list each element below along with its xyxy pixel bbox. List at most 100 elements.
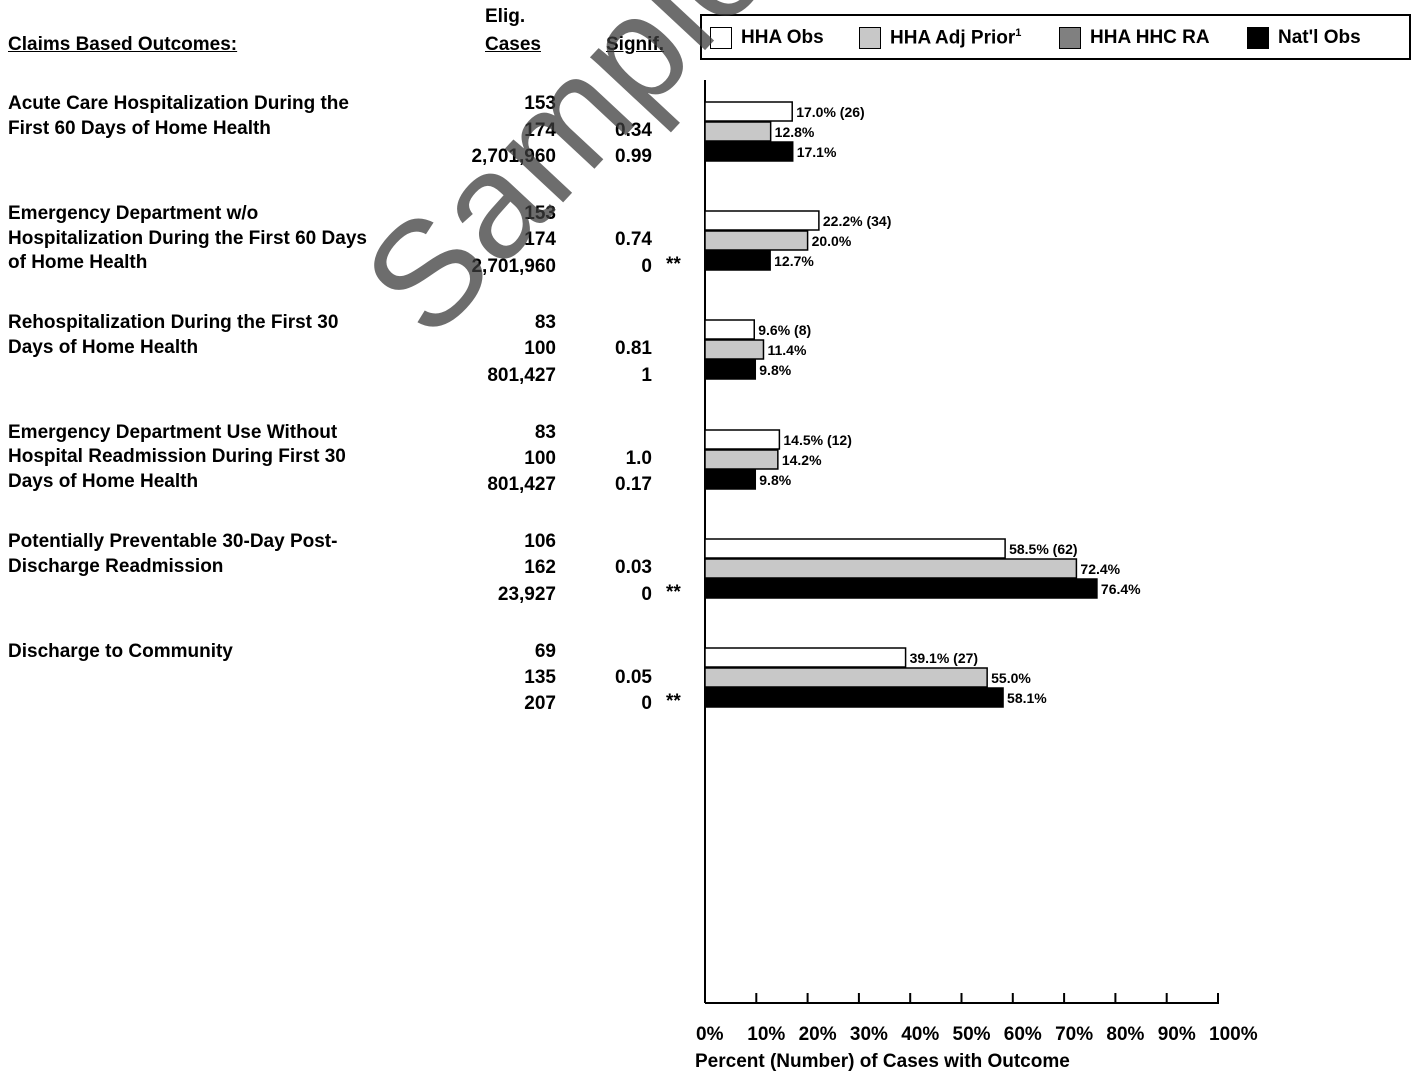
bar <box>704 359 757 380</box>
bar <box>704 230 809 251</box>
significance-stars: ** <box>666 254 681 275</box>
elig-cases-value: 83 <box>534 312 556 333</box>
outcome-name-line: First 60 Days of Home Health <box>8 118 271 139</box>
bar-value-label: 58.1% <box>1007 690 1047 706</box>
bar <box>704 121 772 142</box>
signif-value: 0 <box>641 693 652 714</box>
bar <box>704 339 765 360</box>
x-axis-tick-label: 50% <box>952 1024 991 1045</box>
signif-value: 0.34 <box>615 120 652 141</box>
bar-value-label: 72.4% <box>1080 561 1120 577</box>
elig-cases-value: 100 <box>524 448 556 469</box>
elig-cases-value: 801,427 <box>487 474 556 495</box>
x-axis-tick-label: 0% <box>696 1024 724 1045</box>
signif-value: 0.05 <box>615 667 652 688</box>
chart-legend: HHA Obs HHA Adj Prior1 HHA HHC RA Nat'l … <box>700 14 1411 60</box>
signif-value: 0.17 <box>615 474 652 495</box>
bar <box>704 210 820 231</box>
legend-item-hha-hhc-ra: HHA HHC RA <box>1059 24 1210 52</box>
bar-value-label: 12.7% <box>774 253 814 269</box>
outcome-name-line: of Home Health <box>8 252 148 273</box>
elig-cases-value: 106 <box>524 531 556 552</box>
legend-label-hha-adj-prior: HHA Adj Prior1 <box>890 26 1022 49</box>
bar-value-label: 9.6% (8) <box>758 322 811 338</box>
bar <box>704 319 755 340</box>
elig-cases-value: 2,701,960 <box>471 256 556 277</box>
elig-cases-value: 801,427 <box>487 365 556 386</box>
elig-cases-value: 2,701,960 <box>471 146 556 167</box>
bar-series: 17.0% (26) 22.2% (34) 9.6% (8) 14.5% (12) 58… <box>704 101 1141 708</box>
bar-value-label: 9.8% <box>759 472 791 488</box>
legend-swatch-hha-adj-prior <box>859 27 881 49</box>
bar-value-label: 14.2% <box>782 452 822 468</box>
legend-label-hha-hhc-ra: HHA HHC RA <box>1090 27 1210 48</box>
outcome-name-line: Discharge Readmission <box>8 556 224 577</box>
bar <box>704 647 907 668</box>
signif-value: 1 <box>641 365 652 386</box>
legend-item-natl-obs: Nat'l Obs <box>1247 24 1361 52</box>
elig-cases-value: 153 <box>524 203 556 224</box>
bar-value-label: 39.1% (27) <box>910 650 978 666</box>
elig-cases-header-line2: Cases <box>485 34 541 55</box>
outcome-name-line: Days of Home Health <box>8 471 199 492</box>
outcomes-header: Claims Based Outcomes: <box>8 34 238 55</box>
legend-item-hha-obs: HHA Obs <box>710 24 824 52</box>
x-axis-tick-label: 80% <box>1106 1024 1145 1045</box>
bar-value-label: 11.4% <box>767 342 806 358</box>
signif-header: Signif. <box>606 34 665 55</box>
signif-value: 0 <box>641 584 652 605</box>
bar <box>704 687 1004 708</box>
legend-label-natl-obs: Nat'l Obs <box>1278 27 1361 48</box>
outcome-name-line: Potentially Preventable 30-Day Post- <box>8 531 338 552</box>
bar-value-label: 17.0% (26) <box>796 104 864 120</box>
bar <box>704 667 988 688</box>
significance-stars: ** <box>666 691 681 712</box>
outcome-name-line: Hospitalization During the First 60 Days <box>8 228 367 249</box>
bar <box>704 558 1078 579</box>
outcome-name-line: Hospital Readmission During First 30 <box>8 446 346 467</box>
bar-value-label: 22.2% (34) <box>823 213 891 229</box>
signif-value: 0.74 <box>615 229 652 250</box>
elig-cases-value: 162 <box>524 557 556 578</box>
bar <box>704 449 779 470</box>
elig-cases-header-line1: Elig. <box>485 6 526 27</box>
elig-cases-value: 69 <box>534 641 556 662</box>
bar-value-label: 9.8% <box>759 362 791 378</box>
legend-label-hha-obs: HHA Obs <box>741 27 824 48</box>
signif-value: 1.0 <box>625 448 652 469</box>
outcome-name-line: Discharge to Community <box>8 641 233 662</box>
bar-value-label: 76.4% <box>1101 581 1141 597</box>
outcome-name-line: Emergency Department Use Without <box>8 422 338 443</box>
bar <box>704 429 781 450</box>
x-axis-ticks <box>704 993 1219 1003</box>
signif-value: 0.03 <box>615 557 652 578</box>
elig-cases-value: 153 <box>524 93 556 114</box>
x-axis-tick-label: 20% <box>798 1024 837 1045</box>
elig-cases-value: 135 <box>524 667 556 688</box>
outcome-name-line: Acute Care Hospitalization During the <box>8 93 349 114</box>
bar-value-label: 14.5% (12) <box>783 432 851 448</box>
significance-stars: ** <box>666 582 681 603</box>
bar-value-label: 55.0% <box>991 670 1031 686</box>
outcome-name-line: Rehospitalization During the First 30 <box>8 312 339 333</box>
legend-swatch-hha-obs <box>710 27 732 49</box>
elig-cases-value: 207 <box>524 693 556 714</box>
bar-value-label: 58.5% (62) <box>1009 541 1077 557</box>
x-axis-tick-label: 30% <box>849 1024 888 1045</box>
elig-cases-value: 174 <box>524 120 556 141</box>
bar <box>704 469 757 490</box>
x-axis-tick-label: 90% <box>1157 1024 1196 1045</box>
bar-value-label: 12.8% <box>775 124 815 140</box>
bar <box>704 101 793 122</box>
bar <box>704 578 1098 599</box>
x-axis-label: Percent (Number) of Cases with Outcome <box>695 1051 1070 1072</box>
legend-footnote-marker: 1 <box>1015 26 1022 39</box>
elig-cases-value: 23,927 <box>497 584 556 605</box>
elig-cases-value: 174 <box>524 229 556 250</box>
legend-swatch-natl-obs <box>1247 27 1269 49</box>
elig-cases-value: 100 <box>524 338 556 359</box>
outcome-name-line: Days of Home Health <box>8 337 199 358</box>
elig-cases-value: 83 <box>534 422 556 443</box>
signif-value: 0.99 <box>615 146 652 167</box>
